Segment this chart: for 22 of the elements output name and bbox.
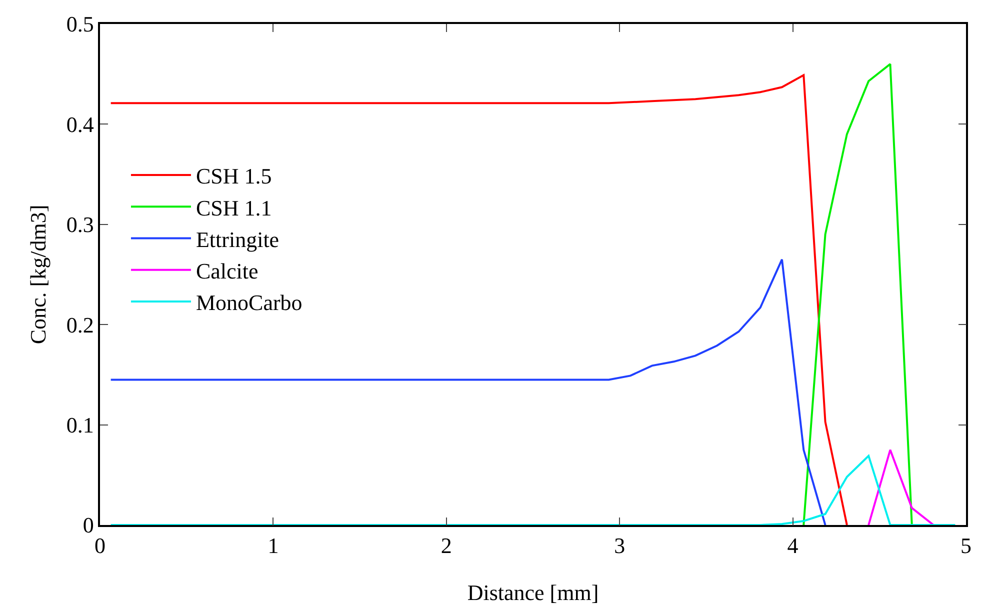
x-tick-label: 2 (440, 533, 452, 558)
line-series (802, 63, 913, 525)
x-tick-label: 3 (614, 533, 626, 558)
legend-label: MonoCarbo (196, 290, 302, 316)
line-series (110, 258, 826, 525)
y-tick-label: 0.2 (66, 312, 94, 338)
y-tick-label: 0.4 (66, 112, 94, 137)
y-tick-label: 0.1 (66, 412, 94, 438)
x-tick-label: 5 (960, 533, 972, 558)
line-series (110, 74, 848, 525)
y-tick-label: 0 (82, 512, 94, 538)
line-series (110, 454, 956, 525)
y-axis-title: Conc. [kg/dm3] (26, 204, 50, 344)
x-tick-label: 4 (787, 533, 798, 558)
legend-label: Calcite (196, 258, 258, 284)
x-tick-label: 1 (268, 533, 279, 558)
legend-label: CSH 1.5 (196, 164, 272, 189)
legend-label: Ettringite (196, 226, 280, 252)
legend-label: CSH 1.1 (196, 195, 272, 220)
y-tick-label: 0.5 (66, 12, 94, 37)
y-tick-label: 0.3 (66, 212, 94, 238)
x-axis-title: Distance [mm] (467, 580, 599, 605)
